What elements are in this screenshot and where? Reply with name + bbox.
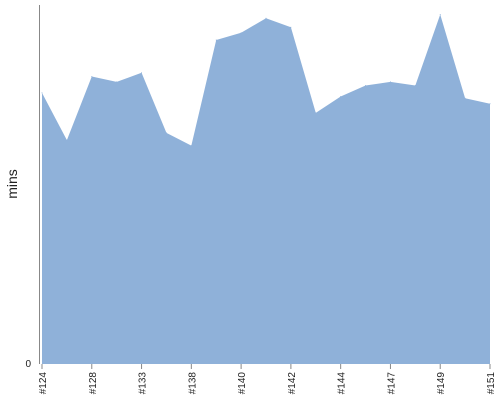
data-point (165, 132, 167, 134)
data-point (66, 139, 68, 141)
y-axis-title: mins (4, 169, 20, 199)
x-tick-label: #133 (138, 372, 149, 395)
data-point (315, 112, 317, 114)
data-point (41, 92, 43, 94)
data-point (215, 39, 217, 41)
series-area (42, 14, 490, 365)
x-tick-label: #138 (187, 372, 198, 395)
data-point (116, 81, 118, 83)
x-axis-ticks: #124 #128 #133 #138 #140 #142 #144 #147 #149 #151 (38, 364, 497, 394)
data-point (240, 32, 242, 34)
data-point (414, 85, 416, 87)
data-point (190, 145, 192, 147)
data-point (389, 81, 391, 83)
data-point (365, 85, 367, 87)
x-tick-label: #128 (88, 372, 99, 395)
x-tick-label: #144 (337, 372, 348, 395)
x-tick-label: #140 (237, 372, 248, 395)
data-point (464, 97, 466, 99)
x-tick-label: #124 (38, 372, 49, 395)
y-tick-label: 0 (25, 359, 31, 370)
x-tick-label: #149 (436, 372, 447, 395)
data-point (340, 95, 342, 97)
x-tick-label: #147 (386, 372, 397, 395)
x-tick-label: #151 (486, 372, 497, 395)
data-point (91, 75, 93, 77)
data-point (141, 72, 143, 74)
plot-area (41, 14, 491, 365)
data-point (489, 103, 491, 105)
x-tick-label: #142 (287, 372, 298, 395)
data-point (265, 17, 267, 19)
data-point (290, 26, 292, 28)
y-axis-ticks: 0 (25, 359, 31, 370)
data-point (439, 14, 441, 16)
